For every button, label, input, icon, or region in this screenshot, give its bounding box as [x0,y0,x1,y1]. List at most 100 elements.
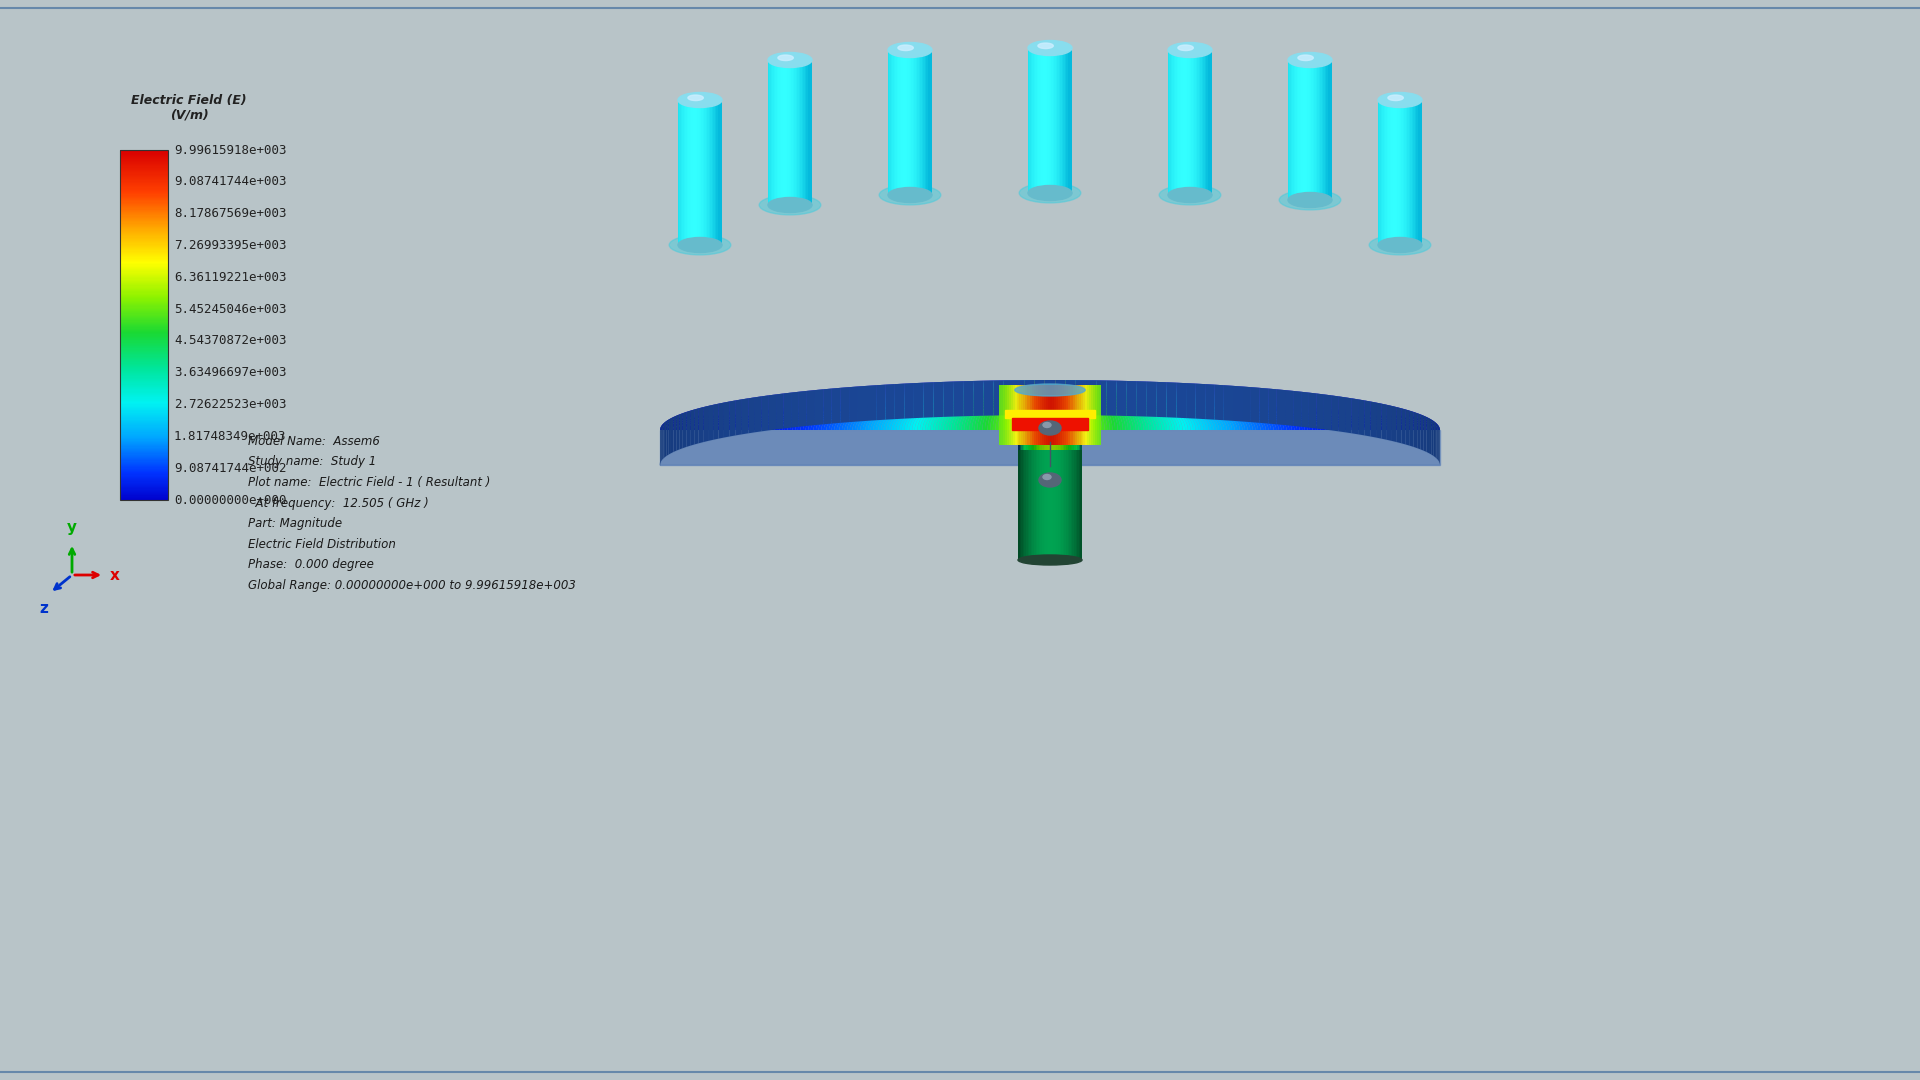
Text: 7.26993395e+003: 7.26993395e+003 [175,239,286,252]
Polygon shape [814,389,824,426]
Bar [119,428,169,429]
Bar [119,468,169,469]
Bar [119,382,169,383]
Polygon shape [1317,393,1325,430]
Polygon shape [1048,384,1050,445]
Polygon shape [806,380,1294,430]
Bar [119,402,169,403]
Bar [119,226,169,227]
Polygon shape [952,381,964,417]
Polygon shape [1252,387,1260,423]
Bar [119,379,169,380]
Polygon shape [733,380,1367,430]
Polygon shape [883,380,1217,430]
Bar [119,471,169,472]
Bar [119,467,169,468]
Polygon shape [895,383,904,419]
Bar [119,434,169,436]
Ellipse shape [678,93,722,108]
Polygon shape [1054,384,1056,445]
Polygon shape [1223,386,1233,421]
Polygon shape [670,417,674,454]
Polygon shape [1016,380,1083,430]
Text: 3.63496697e+003: 3.63496697e+003 [175,366,286,379]
Polygon shape [1012,380,1089,430]
Polygon shape [1031,384,1033,445]
Polygon shape [730,380,1369,430]
Polygon shape [743,380,1357,430]
Bar [119,300,169,301]
Ellipse shape [778,55,793,60]
Polygon shape [943,380,1156,430]
Bar [119,400,169,401]
Polygon shape [1037,380,1064,430]
Bar [119,181,169,183]
Bar [119,220,169,221]
Bar [119,272,169,273]
Polygon shape [803,380,1298,430]
Bar [119,404,169,405]
Polygon shape [1043,384,1044,445]
Bar [119,248,169,249]
Polygon shape [924,382,933,418]
Polygon shape [1357,400,1365,435]
Polygon shape [722,380,1377,430]
Bar [119,279,169,280]
Bar [119,401,169,402]
Polygon shape [808,380,1292,430]
Polygon shape [993,380,1108,430]
Polygon shape [1037,384,1041,445]
Polygon shape [887,380,1213,430]
Bar [119,498,169,499]
Polygon shape [783,393,791,429]
Polygon shape [1294,391,1302,427]
Polygon shape [950,380,1148,430]
Bar [119,171,169,172]
Bar [119,440,169,441]
Polygon shape [897,380,1204,430]
Polygon shape [680,414,684,449]
Polygon shape [847,380,1252,430]
Bar [119,186,169,187]
Bar [119,492,169,495]
Polygon shape [1008,380,1092,430]
Polygon shape [720,380,1380,430]
Polygon shape [1041,384,1043,445]
Polygon shape [685,410,689,447]
Polygon shape [1014,380,1023,415]
Polygon shape [1413,411,1417,448]
Polygon shape [697,380,1404,430]
Bar [119,241,169,242]
Polygon shape [737,380,1361,430]
Polygon shape [684,411,685,448]
Polygon shape [1000,380,1100,430]
Bar [119,416,169,417]
Bar [119,184,169,185]
Polygon shape [870,380,1229,430]
Bar [119,443,169,444]
Bar [119,150,169,500]
Bar [119,230,169,232]
Bar [119,293,169,294]
Polygon shape [1092,384,1094,445]
Bar [119,351,169,352]
Bar [119,343,169,345]
Polygon shape [954,380,1146,430]
Bar [119,170,169,171]
Polygon shape [718,403,724,438]
Polygon shape [758,380,1342,430]
Bar [119,364,169,365]
Bar [119,282,169,283]
Bar [119,476,169,477]
Polygon shape [910,380,1190,430]
Polygon shape [689,409,695,446]
Polygon shape [1338,396,1346,432]
Polygon shape [854,380,1244,430]
Bar [119,307,169,308]
Polygon shape [1077,384,1079,445]
Polygon shape [682,380,1419,430]
Polygon shape [868,380,1233,430]
Polygon shape [956,380,1144,430]
Polygon shape [1331,395,1338,431]
Bar [119,367,169,368]
